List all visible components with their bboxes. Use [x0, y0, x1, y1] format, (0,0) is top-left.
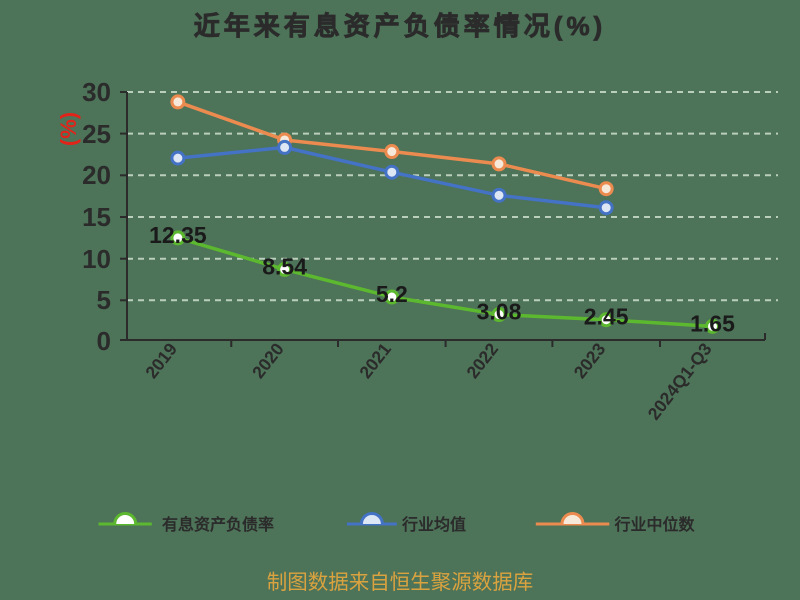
svg-text:5: 5	[97, 285, 111, 315]
svg-text:10: 10	[82, 244, 111, 274]
svg-text:2021: 2021	[355, 339, 395, 382]
svg-text:(%): (%)	[56, 112, 81, 146]
svg-text:2024Q1-Q3: 2024Q1-Q3	[644, 339, 716, 424]
svg-text:1.65: 1.65	[690, 310, 735, 336]
svg-text:15: 15	[82, 202, 111, 232]
svg-text:2020: 2020	[248, 339, 288, 382]
svg-text:2.45: 2.45	[584, 304, 629, 330]
svg-text:2019: 2019	[141, 339, 181, 382]
svg-text:行业中位数: 行业中位数	[614, 515, 696, 534]
svg-text:有息资产负债率: 有息资产负债率	[162, 515, 274, 534]
svg-text:30: 30	[82, 77, 111, 107]
svg-text:25: 25	[82, 119, 111, 149]
svg-text:行业均值: 行业均值	[401, 515, 466, 534]
svg-text:20: 20	[82, 160, 111, 190]
svg-text:8.54: 8.54	[262, 253, 307, 279]
svg-text:2023: 2023	[570, 339, 610, 382]
svg-text:3.08: 3.08	[477, 299, 522, 325]
svg-text:5.2: 5.2	[376, 281, 408, 307]
svg-text:2022: 2022	[462, 339, 502, 382]
svg-text:制图数据来自恒生聚源数据库: 制图数据来自恒生聚源数据库	[267, 571, 534, 594]
svg-text:0: 0	[97, 326, 111, 356]
svg-text:12.35: 12.35	[149, 222, 207, 248]
